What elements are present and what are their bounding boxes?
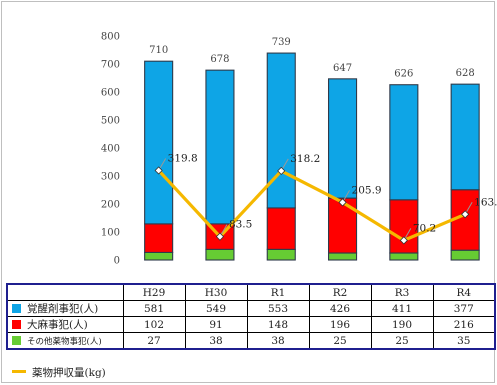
y-tick-label: 300: [101, 172, 120, 183]
bar-segment: [389, 252, 419, 261]
total-label: 626: [394, 69, 413, 80]
total-label: 647: [333, 63, 352, 74]
y-tick-label: 800: [101, 32, 120, 43]
legend-swatch-other-drugs: [12, 335, 21, 345]
line-point: [277, 166, 286, 176]
bar-segment: [389, 84, 419, 201]
bar-segment: [266, 207, 296, 250]
row-label-text: その他薬物事犯(人): [27, 336, 102, 347]
line-point: [399, 236, 408, 245]
table-cell: 102: [122, 316, 186, 333]
line-point: [154, 166, 163, 175]
line-series: [157, 169, 466, 242]
bar-segment: [327, 252, 358, 261]
table-header-cell: R3: [370, 283, 434, 301]
bar-segment: [450, 249, 480, 261]
table-row: その他薬物事犯(人) 27 38 38 25 25 35: [6, 332, 496, 350]
table-row: 大麻事犯(人) 102 91 148 196 190 216: [6, 316, 496, 333]
bar-segment: [205, 248, 235, 261]
legend-line-swatch: [12, 370, 26, 373]
bar-segment: [450, 83, 480, 191]
total-label: 739: [272, 37, 291, 48]
row-label-text: 大麻事犯(人): [27, 319, 88, 331]
table-cell: 411: [370, 300, 434, 317]
bar-segment: [266, 52, 296, 209]
line-legend: 薬物押収量(kg): [12, 365, 106, 380]
table-cell: 27: [122, 332, 186, 350]
table-cell: 196: [308, 316, 372, 333]
y-tick-label: 700: [101, 60, 120, 71]
table-row-label: 大麻事犯(人): [6, 316, 124, 333]
line-data-label: 319.8: [168, 152, 198, 164]
chart-plot: 0 100 200 300 400 500 600 700 800 710 678 739 647 62…: [101, 32, 497, 267]
total-label: 678: [210, 54, 229, 65]
table-cell: 35: [432, 332, 496, 350]
y-tick-label: 400: [101, 144, 120, 155]
data-table: H29 H30 R1 R2 R3 R4 覚醒剤事犯(人) 581 549 553…: [6, 283, 496, 350]
table-cell: 38: [184, 332, 248, 350]
y-tick-label: 500: [101, 116, 120, 127]
line-point: [338, 198, 347, 207]
bar-segment: [266, 248, 296, 261]
y-tick-label: 0: [114, 256, 120, 267]
line-legend-label: 薬物押収量(kg): [32, 367, 106, 379]
table-row-label: 覚醒剤事犯(人): [6, 300, 124, 317]
table-header-cell: R2: [308, 283, 372, 301]
legend-swatch-cannabis: [12, 320, 21, 329]
table-cell: 190: [370, 316, 434, 333]
table-cell: 25: [370, 332, 434, 350]
table-cell: 25: [308, 332, 372, 350]
table-cell: 581: [122, 300, 186, 317]
bar-segment: [144, 251, 174, 261]
table-cell: 549: [184, 300, 248, 317]
line-point: [461, 210, 470, 219]
line-data-label: 70.2: [413, 222, 436, 234]
total-label: 628: [456, 68, 475, 79]
bar-segment: [144, 223, 174, 253]
table-cell: 91: [184, 316, 248, 333]
y-tick-label: 100: [101, 228, 120, 239]
bar-segment: [205, 69, 235, 225]
table-header-cell: R1: [246, 283, 310, 301]
table-cell: 216: [432, 316, 496, 333]
total-label: 710: [149, 45, 168, 56]
bar-segment: [327, 78, 358, 199]
table-header-cell: R4: [432, 283, 496, 301]
table-header-cell: H30: [184, 283, 248, 301]
line-data-label: 205.9: [352, 184, 382, 196]
line-data-label: 83.5: [229, 219, 252, 231]
y-tick-label: 200: [101, 200, 120, 211]
table-cell: 426: [308, 300, 372, 317]
table-cell: 377: [432, 300, 496, 317]
line-point: [215, 232, 225, 241]
table-cell: 553: [246, 300, 310, 317]
y-tick-label: 600: [101, 88, 120, 99]
table-header-row: H29 H30 R1 R2 R3 R4: [6, 283, 496, 301]
bar-segment: [144, 60, 174, 225]
line-data-label: 318.2: [290, 153, 320, 165]
table-cell: 38: [246, 332, 310, 350]
table-row-label: その他薬物事犯(人): [6, 332, 124, 350]
table-header-cell: H29: [122, 283, 186, 301]
row-label-text: 覚醒剤事犯(人): [27, 303, 99, 315]
line-data-label: 163.2: [474, 196, 497, 208]
table-row: 覚醒剤事犯(人) 581 549 553 426 411 377: [6, 300, 496, 317]
table-corner: [6, 283, 124, 301]
legend-swatch-stimulant: [12, 304, 21, 313]
table-cell: 148: [246, 316, 310, 333]
